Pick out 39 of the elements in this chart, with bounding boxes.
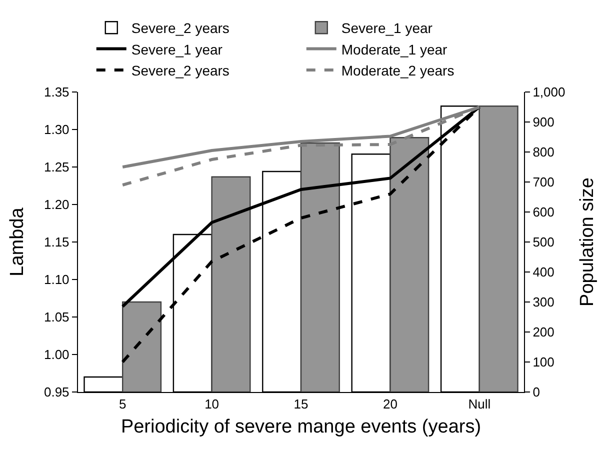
x-tick-label: Null	[468, 396, 491, 412]
y-tick-label: 1.30	[44, 122, 70, 138]
y2-axis-title: Population size	[577, 178, 598, 306]
bar	[122, 301, 162, 392]
x-tick-label: 5	[118, 396, 126, 412]
x-tick-label: 10	[204, 396, 220, 412]
y-tick-label: 1.20	[44, 197, 70, 212]
y2-tick-label: 100	[532, 354, 554, 370]
x-tick-label: 20	[382, 396, 398, 412]
y-tick-label: 1.15	[44, 234, 70, 250]
bar	[390, 137, 430, 392]
bar	[478, 106, 518, 392]
y-tick-label: 1.05	[44, 310, 70, 325]
y-tick-label: 1.35	[44, 84, 70, 100]
legend-label: Severe_2 years	[131, 20, 230, 36]
legend-label: Severe_1 year	[131, 41, 223, 58]
x-axis-title: Periodicity of severe mange events (years)	[120, 416, 482, 438]
y2-tick-label: 500	[532, 234, 554, 250]
y-axis-title: Lambda	[6, 207, 28, 276]
y2-tick-label: 0	[532, 384, 540, 400]
y2-tick-label: 400	[532, 264, 554, 280]
y2-tick-label: 900	[532, 114, 554, 130]
y2-tick-label: 200	[532, 324, 554, 340]
y2-tick-label: 700	[532, 174, 554, 190]
legend-label: Severe_2 years	[131, 62, 230, 78]
bar	[211, 176, 251, 392]
y2-tick-label: 1,000	[532, 84, 566, 100]
x-tick-label: 15	[294, 396, 308, 412]
y2-tick-label: 300	[532, 294, 554, 310]
legend-label: Severe_1 year	[341, 20, 433, 36]
legend-label: Moderate_1 year	[341, 41, 448, 58]
y-tick-label: 1.00	[44, 347, 70, 362]
y-tick-label: 0.95	[44, 384, 70, 400]
legend-label: Moderate_2 years	[341, 62, 454, 78]
y-tick-label: 1.25	[44, 160, 70, 175]
y2-tick-label: 800	[532, 144, 554, 160]
y2-tick-label: 600	[532, 204, 554, 220]
y-tick-label: 1.10	[44, 272, 70, 288]
bar	[300, 142, 340, 392]
